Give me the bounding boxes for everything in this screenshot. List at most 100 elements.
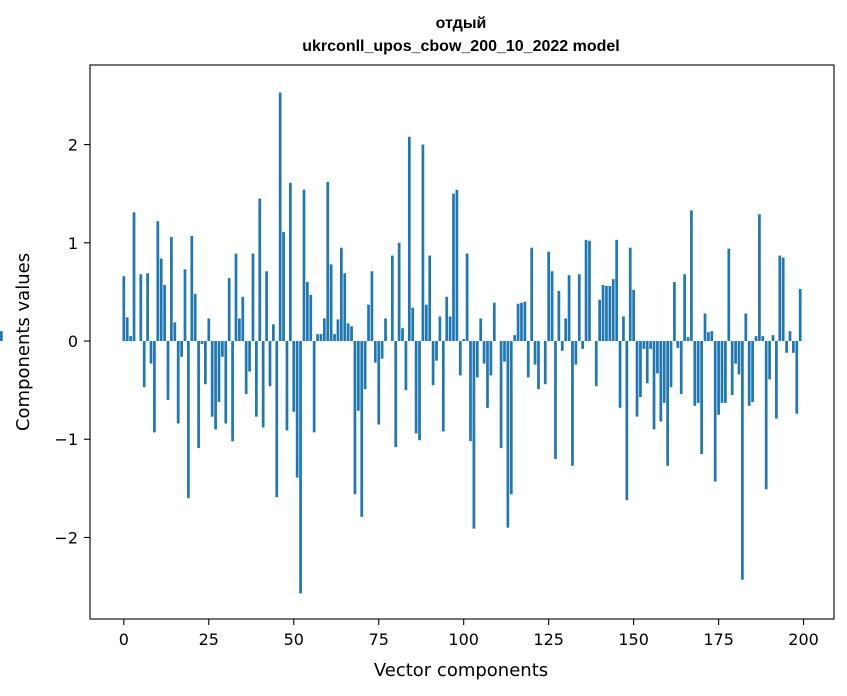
bar <box>149 341 153 364</box>
bar <box>465 253 469 342</box>
bar <box>170 236 173 342</box>
bar <box>244 341 248 395</box>
bar <box>309 294 313 342</box>
bar <box>625 341 629 501</box>
x-tick-label: 150 <box>618 630 649 649</box>
bar <box>452 193 455 342</box>
bar <box>666 341 669 466</box>
bar <box>125 317 129 342</box>
bar <box>499 341 503 449</box>
bar <box>241 296 245 342</box>
bar <box>238 318 241 342</box>
bar <box>533 341 537 365</box>
bar <box>469 341 472 442</box>
bar <box>265 271 268 342</box>
bar <box>754 336 758 342</box>
bar <box>543 341 547 385</box>
bar <box>526 341 530 378</box>
bar <box>713 341 717 482</box>
bar <box>346 323 350 342</box>
bar <box>275 341 279 498</box>
bar <box>486 341 489 408</box>
bar <box>673 282 676 342</box>
bar <box>356 341 360 411</box>
bar <box>367 304 370 342</box>
plot-frame <box>89 64 835 620</box>
bar <box>322 318 326 342</box>
bar <box>482 341 486 364</box>
bar <box>435 341 438 361</box>
bar <box>615 239 619 342</box>
bar <box>292 341 296 412</box>
bar <box>588 240 591 342</box>
bar <box>659 341 663 422</box>
bar <box>690 210 693 342</box>
bar <box>642 341 646 349</box>
bar <box>407 136 411 342</box>
bar <box>778 255 782 342</box>
bar <box>176 341 180 424</box>
bar <box>792 341 795 353</box>
bar <box>676 341 680 348</box>
bar <box>319 334 323 342</box>
bar <box>679 341 683 395</box>
bar <box>384 318 387 342</box>
bar <box>509 341 513 495</box>
bar <box>163 285 166 342</box>
bar <box>258 198 262 342</box>
bar <box>418 341 421 441</box>
bar <box>489 341 493 376</box>
bar <box>166 341 170 400</box>
bar <box>448 316 452 342</box>
bar <box>421 144 425 342</box>
bar <box>132 212 136 342</box>
bar <box>686 337 690 342</box>
bar <box>601 285 605 342</box>
bar <box>404 341 408 391</box>
bar <box>159 258 163 342</box>
bar <box>707 332 710 342</box>
bar <box>795 341 799 414</box>
bar <box>173 322 177 342</box>
bar <box>564 318 568 342</box>
bar <box>628 247 632 342</box>
bar <box>662 341 666 403</box>
bar <box>441 341 445 432</box>
bar <box>751 341 754 402</box>
x-tick-label: 25 <box>199 630 219 649</box>
bar <box>605 286 608 342</box>
x-tick-label: 200 <box>788 630 819 649</box>
bar <box>581 341 585 349</box>
bar <box>353 341 357 495</box>
bar <box>316 334 319 342</box>
bar <box>656 341 659 374</box>
bar <box>632 289 635 342</box>
bar <box>584 239 588 342</box>
bar <box>350 326 353 342</box>
x-tick-label: 0 <box>119 630 129 649</box>
bar <box>424 304 428 342</box>
bar <box>724 341 727 403</box>
bar <box>227 278 231 342</box>
bar <box>703 313 707 342</box>
bar <box>394 341 398 448</box>
bar <box>523 301 527 342</box>
bar <box>492 302 496 342</box>
x-tick-label: 50 <box>284 630 304 649</box>
bar <box>289 182 292 342</box>
bar <box>771 335 775 342</box>
bar <box>727 248 731 342</box>
bar <box>122 276 126 342</box>
bar <box>547 251 551 342</box>
bar <box>363 341 367 390</box>
bar <box>611 279 615 342</box>
bar <box>336 319 340 342</box>
bar <box>312 341 316 433</box>
bar <box>554 341 557 459</box>
y-tick-label: 2 <box>68 136 78 155</box>
x-tick-label: 125 <box>533 630 564 649</box>
bar <box>785 341 788 353</box>
bar <box>594 341 598 387</box>
bar <box>683 274 686 342</box>
